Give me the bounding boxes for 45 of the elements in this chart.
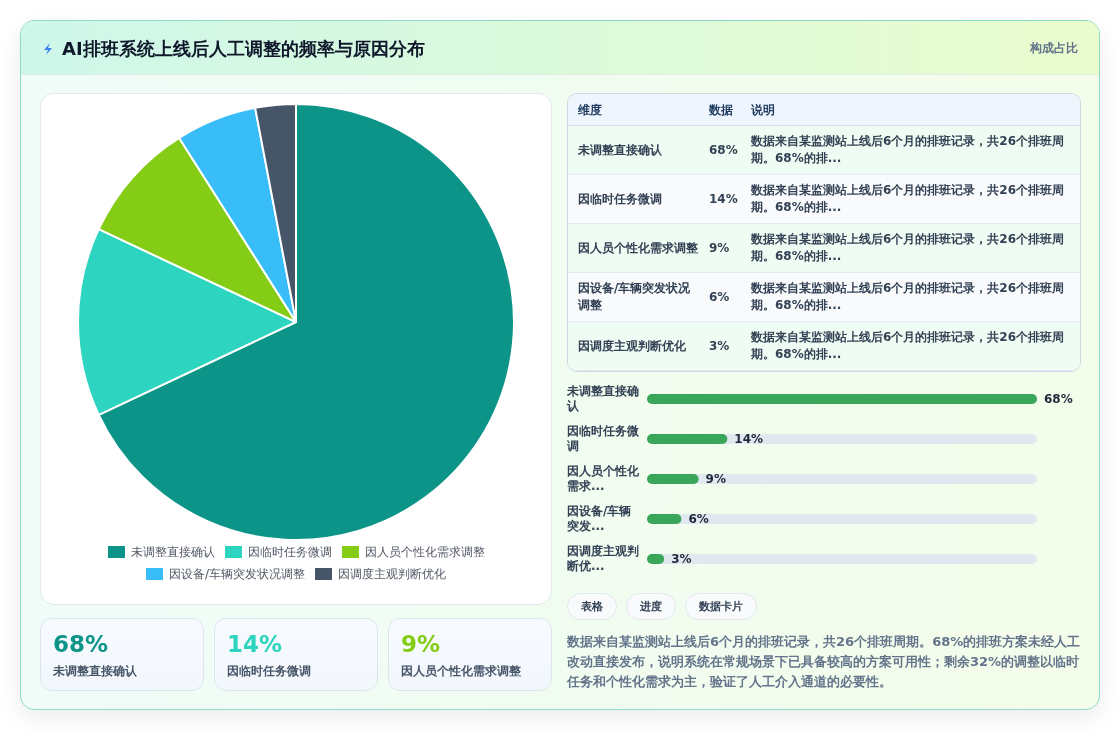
text: 68% [53,631,109,657]
text: 数据卡片 [685,593,757,620]
legend-label: 未调整直接确认 [130,544,215,561]
category-label: 未调整直接确认 [53,663,137,680]
text: 9% [709,241,730,255]
text: 9% [401,631,441,657]
category-label: 因调度主观判断优化 [578,337,686,355]
text: 数据来自某监测站上线后6个月的排班记录，共26个排班周期。68%的排... [751,133,1066,167]
category-label: 因临时任务微调 [578,190,662,208]
text: 进度 [626,593,676,620]
chart-title: AI排班系统上线后人工调整的频率与原因分布 [62,37,425,61]
text: 68% [709,143,738,157]
y-tick-label: 因人员个性化需求... [567,463,640,495]
text: 构成占比 [1030,40,1078,57]
text: 数据 [709,102,733,119]
text: 14% [227,631,283,657]
text: 14% [709,192,738,206]
text: 数据来自某监测站上线后6个月的排班记录，共26个排班周期。68%的排... [751,280,1066,314]
data-label: 3% [671,551,692,568]
text: 数据来自某监测站上线后6个月的排班记录，共26个排班周期。68%的排... [751,182,1066,216]
data-label: 6% [688,511,709,528]
y-tick-label: 未调整直接确认 [567,383,640,415]
text: 说明 [751,102,775,119]
text: 表格 [567,593,617,620]
legend-label: 因临时任务微调 [247,544,332,561]
text: 3% [709,339,730,353]
category-label: 未调整直接确认 [578,141,662,159]
text: 6% [709,290,730,304]
legend-label: 因设备/车辆突发状况调整 [168,566,306,583]
category-label: 因人员个性化需求调整 [401,663,521,680]
y-tick-label: 因设备/车辆突发... [567,503,633,535]
data-label: 9% [705,471,726,488]
y-tick-label: 因调度主观判断优... [567,543,640,575]
category-label: 因人员个性化需求调整 [578,239,698,257]
text: 数据来自某监测站上线后6个月的排班记录，共26个排班周期。68%的排... [751,231,1066,265]
category-label: 因设备/车辆突发状况调整 [578,280,692,314]
text: 数据来自某监测站上线后6个月的排班记录，共26个排班周期。68%的排... [751,329,1066,363]
data-label: 14% [734,431,764,448]
y-tick-label: 因临时任务微调 [567,423,640,455]
data-label: 68% [1044,391,1073,408]
legend-label: 因人员个性化需求调整 [364,544,485,561]
text: 维度 [578,102,602,119]
category-label: 因临时任务微调 [227,663,311,680]
legend-label: 因调度主观判断优化 [338,566,447,583]
text: 数据来自某监测站上线后6个月的排班记录，共26个排班周期。68%的排班方案未经人工改动直接发布，说明系统在常规场景下已具备较高的方案可用性；剩余32%的调整以临时任务和个性化需求为主，验证了人工介入通道的必要性。 [567,633,1082,691]
